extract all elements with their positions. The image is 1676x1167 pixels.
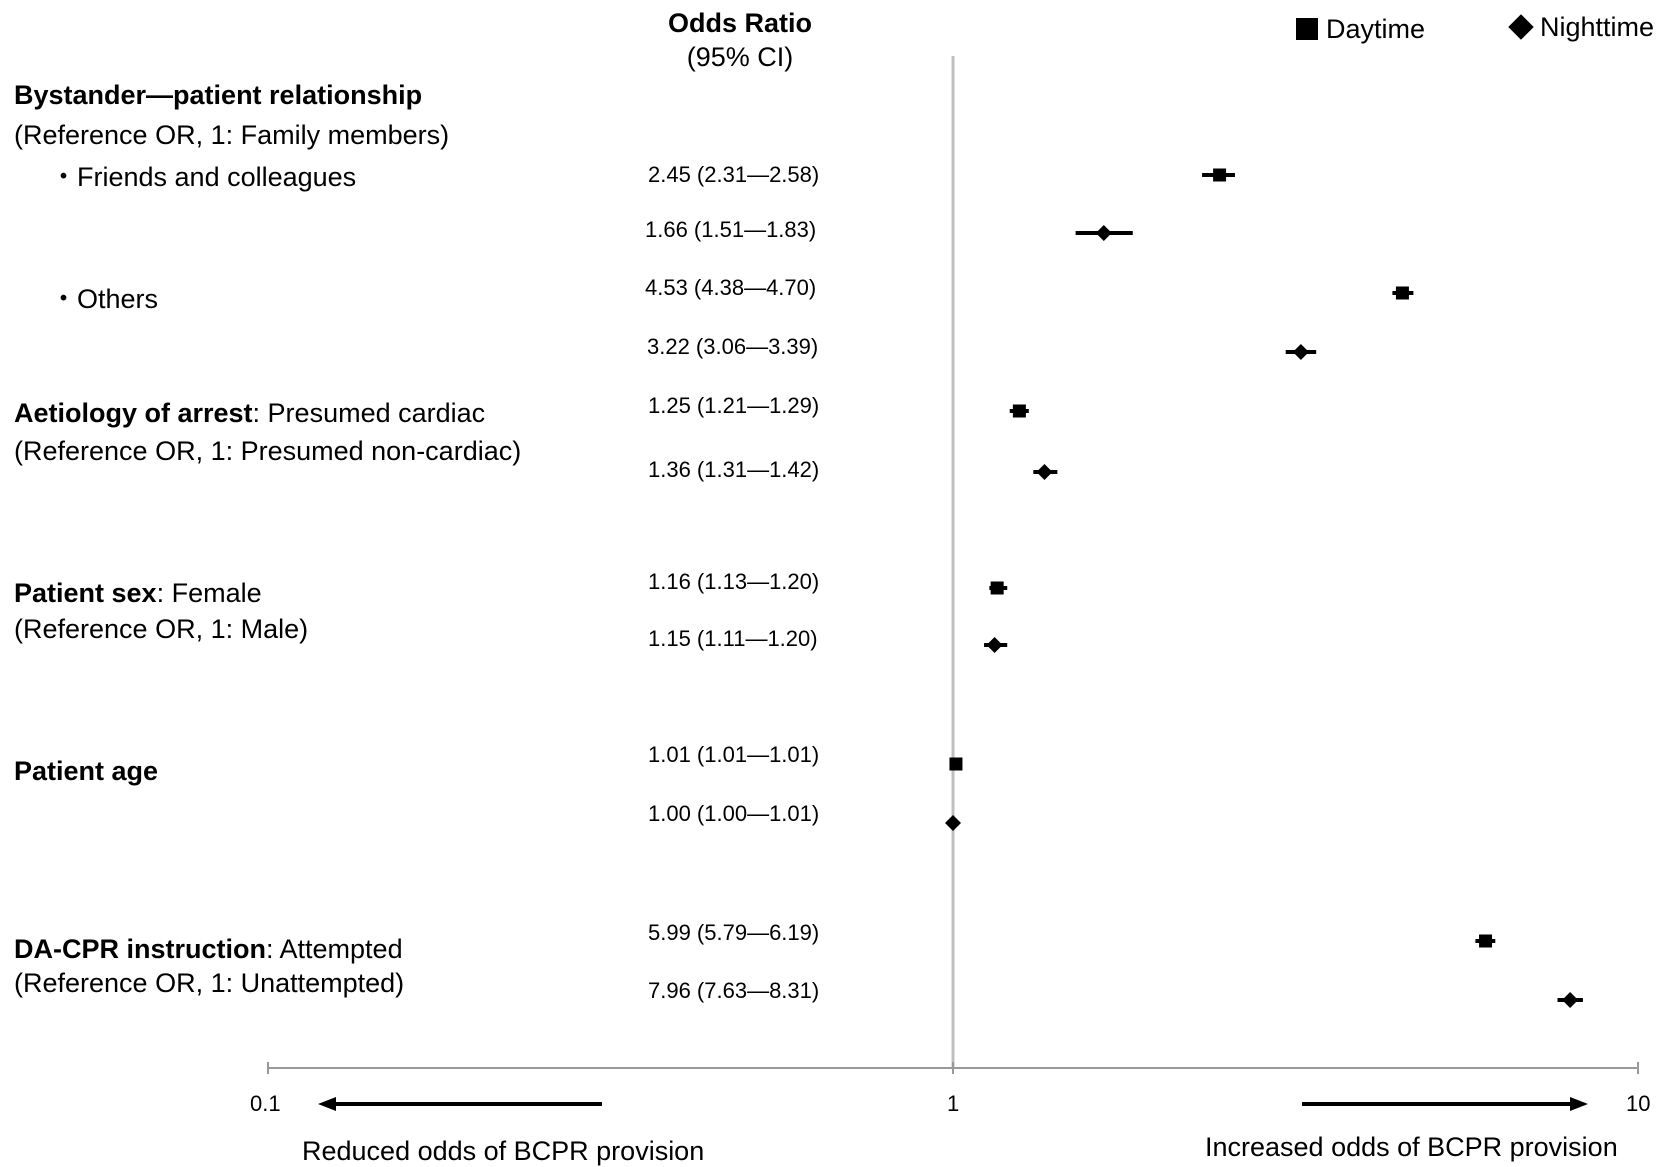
direction-label-right: Increased odds of BCPR provision — [1205, 1132, 1618, 1162]
group-reference-aetiology: (Reference OR, 1: Presumed non-cardiac) — [14, 436, 522, 466]
or-point-row-8 — [986, 637, 1003, 653]
group-title-dacpr: DA-CPR instruction: Attempted — [14, 934, 403, 964]
group-title-relationship-text: Bystander—patient relationship — [14, 80, 423, 110]
or-text-row-7: 1.16 (1.13—1.20) — [648, 569, 820, 594]
legend-daytime: Daytime — [1296, 14, 1425, 44]
group-title-dacpr-suffix: : Attempted — [266, 934, 403, 964]
or-text-row-1: 2.45 (2.31—2.58) — [648, 162, 820, 187]
or-point-row-6 — [1036, 464, 1053, 480]
group-title-sex: Patient sex: Female — [14, 578, 262, 608]
group-title-age: Patient age — [14, 756, 158, 786]
header-subtitle: (95% CI) — [686, 42, 794, 72]
or-text-row-6: 1.36 (1.31—1.42) — [648, 457, 820, 482]
forest-marks — [945, 168, 1583, 1008]
or-point-row-5 — [1012, 404, 1026, 418]
or-point-row-7 — [990, 581, 1004, 595]
or-text-row-2: 1.66 (1.51—1.83) — [645, 217, 817, 242]
header-title: Odds Ratio — [667, 8, 812, 38]
or-text-row-4: 3.22 (3.06—3.39) — [647, 334, 819, 359]
group-reference-dacpr: (Reference OR, 1: Unattempted) — [14, 968, 405, 998]
direction-label-left: Reduced odds of BCPR provision — [302, 1136, 705, 1166]
or-point-row-9 — [949, 757, 963, 771]
left-arrow — [318, 1097, 602, 1111]
group-title-dacpr-bold: DA-CPR instruction — [14, 934, 266, 964]
or-text-row-9: 1.01 (1.01—1.01) — [648, 742, 820, 767]
group-reference-sex: (Reference OR, 1: Male) — [14, 614, 309, 644]
group-title-aetiology: Aetiology of arrest: Presumed cardiac — [14, 398, 485, 428]
x-tick-label-1: 1 — [947, 1091, 960, 1116]
or-point-row-3 — [1395, 286, 1409, 300]
or-point-row-11 — [1479, 934, 1493, 948]
x-tick-label-0.1: 0.1 — [250, 1091, 281, 1116]
group-reference-relationship: (Reference OR, 1: Family members) — [14, 120, 450, 150]
sublabel-friends: ・Friends and colleagues — [50, 162, 357, 192]
or-point-row-2 — [1095, 225, 1112, 241]
legend-label-daytime: Daytime — [1326, 14, 1426, 44]
group-title-sex-bold: Patient sex — [14, 578, 157, 608]
x-tick-label-10: 10 — [1626, 1091, 1651, 1116]
or-point-row-10 — [945, 815, 961, 831]
legend-nighttime: Nighttime — [1508, 12, 1654, 42]
sublabel-others: ・Others — [50, 284, 159, 314]
odds-ratio-header: Odds Ratio (95% CI) — [620, 6, 860, 74]
or-text-row-10: 1.00 (1.00—1.01) — [648, 801, 820, 826]
or-point-row-4 — [1292, 344, 1309, 360]
group-title-aetiology-suffix: : Presumed cardiac — [252, 398, 486, 428]
or-text-row-8: 1.15 (1.11—1.20) — [648, 626, 818, 651]
or-text-row-12: 7.96 (7.63—8.31) — [648, 978, 820, 1003]
right-arrow — [1302, 1097, 1588, 1111]
group-title-age-bold: Patient age — [14, 756, 159, 786]
or-text-row-5: 1.25 (1.21—1.29) — [648, 393, 820, 418]
or-point-row-12 — [1562, 992, 1579, 1008]
group-title-aetiology-bold: Aetiology of arrest — [14, 398, 253, 428]
or-point-row-1 — [1213, 168, 1227, 182]
group-title-sex-suffix: : Female — [156, 578, 262, 608]
or-text-row-3: 4.53 (4.38—4.70) — [645, 275, 817, 300]
or-text-row-11: 5.99 (5.79—6.19) — [648, 920, 820, 945]
group-title-relationship: Bystander—patient relationship — [14, 80, 422, 110]
square-icon — [1296, 18, 1318, 40]
legend-label-nighttime: Nighttime — [1540, 12, 1655, 42]
